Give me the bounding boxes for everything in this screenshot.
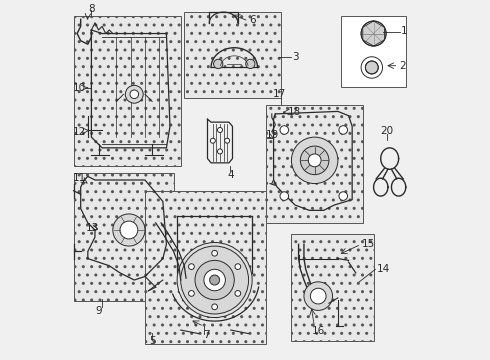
Text: 7: 7	[203, 330, 210, 340]
Bar	[184, 12, 281, 98]
Text: 10: 10	[73, 83, 86, 93]
Text: 17: 17	[273, 89, 286, 99]
Circle shape	[300, 146, 329, 175]
Bar	[292, 234, 373, 341]
Text: 12: 12	[73, 127, 86, 137]
Circle shape	[214, 59, 223, 68]
Circle shape	[292, 137, 338, 184]
Circle shape	[235, 291, 241, 296]
Circle shape	[366, 61, 378, 74]
Circle shape	[218, 127, 222, 132]
Text: 2: 2	[400, 61, 406, 71]
Circle shape	[245, 59, 255, 68]
Circle shape	[113, 214, 145, 246]
Text: 4: 4	[228, 170, 235, 180]
Circle shape	[212, 250, 218, 256]
Text: 1: 1	[401, 26, 408, 36]
Text: 3: 3	[292, 52, 299, 62]
Circle shape	[120, 221, 138, 239]
Bar	[342, 16, 406, 87]
Circle shape	[130, 90, 139, 99]
Text: 8: 8	[88, 4, 95, 14]
Bar	[267, 105, 363, 223]
Text: 13: 13	[86, 223, 99, 233]
Bar	[145, 191, 267, 344]
Circle shape	[308, 154, 321, 167]
Circle shape	[304, 282, 333, 310]
Bar	[74, 173, 173, 301]
Text: 14: 14	[376, 264, 390, 274]
Circle shape	[339, 192, 347, 201]
Circle shape	[189, 264, 195, 270]
Circle shape	[177, 243, 252, 318]
Text: 16: 16	[312, 326, 325, 336]
Circle shape	[210, 138, 215, 143]
Circle shape	[204, 269, 225, 291]
Circle shape	[280, 126, 289, 134]
Circle shape	[210, 275, 220, 285]
Text: 19: 19	[266, 130, 279, 140]
Circle shape	[181, 246, 248, 314]
Text: 20: 20	[380, 126, 393, 136]
Bar	[74, 16, 181, 166]
Circle shape	[212, 304, 218, 310]
Text: 5: 5	[149, 337, 156, 346]
Circle shape	[195, 260, 234, 300]
Circle shape	[218, 149, 222, 154]
Circle shape	[189, 291, 195, 296]
Text: 18: 18	[288, 107, 301, 117]
Circle shape	[361, 21, 386, 46]
Text: 6: 6	[249, 15, 256, 25]
Circle shape	[361, 57, 383, 78]
Circle shape	[125, 85, 143, 103]
Circle shape	[235, 264, 241, 270]
Text: 11: 11	[73, 173, 86, 183]
Text: 15: 15	[362, 239, 375, 249]
Circle shape	[339, 126, 347, 134]
Circle shape	[280, 192, 289, 201]
Circle shape	[310, 288, 326, 304]
Text: 9: 9	[96, 306, 102, 316]
Circle shape	[224, 138, 230, 143]
